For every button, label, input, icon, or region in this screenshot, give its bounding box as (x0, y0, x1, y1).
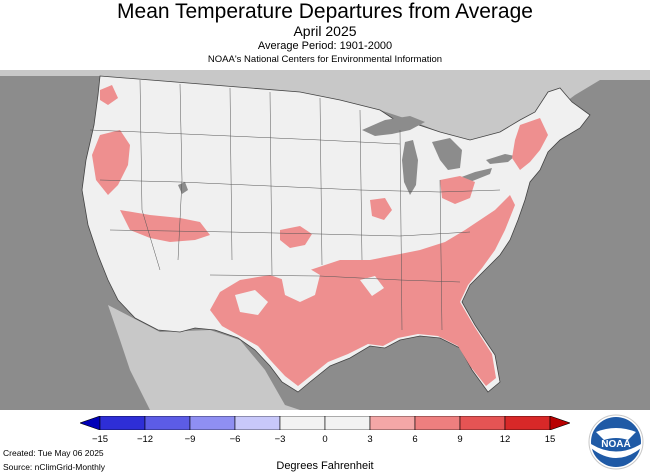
created-date: Created: Tue May 06 2025 (3, 448, 104, 458)
legend-tick-label: 3 (367, 434, 373, 445)
canada-land (0, 70, 650, 140)
agency-name: NOAA's National Centers for Environmenta… (207, 54, 443, 65)
noaa-logo-text: NOAA (601, 439, 630, 450)
legend-bin (324, 416, 371, 430)
temperature-map (0, 70, 650, 410)
legend-tick-label: −6 (229, 434, 241, 445)
legend-tick-label: −9 (184, 434, 196, 445)
lake-superior (362, 116, 425, 136)
legend-bin (504, 416, 551, 430)
legend-bin (414, 416, 461, 430)
near-normal-patches (235, 266, 384, 315)
legend-tick-label: 15 (544, 434, 556, 445)
map-subtitle: April 2025 (293, 23, 357, 39)
mexico-land (108, 305, 300, 410)
lake-huron (432, 138, 462, 170)
legend-bin (144, 416, 191, 430)
data-source: Source: nClimGrid-Monthly (3, 462, 106, 472)
legend-bin (189, 416, 236, 430)
noaa-logo: NOAA (588, 414, 644, 470)
legend-tick-label: 6 (412, 434, 418, 445)
legend-tick-label: 0 (322, 434, 328, 445)
legend-bin-arrow-right (549, 416, 570, 430)
legend-bin-arrow-left (80, 416, 101, 430)
legend-tick-label: −12 (136, 434, 154, 445)
map-title: Mean Temperature Departures from Average (117, 0, 533, 23)
legend-tick-label: −3 (274, 434, 286, 445)
legend-bin (234, 416, 281, 430)
us-map-svg (0, 70, 650, 410)
legend-bin (279, 416, 326, 430)
lake-ontario (486, 154, 515, 164)
legend-tick-label: −15 (91, 434, 109, 445)
state-boundaries (89, 79, 501, 331)
legend-color-bar (80, 416, 570, 430)
lake-michigan (402, 140, 418, 195)
average-period: Average Period: 1901-2000 (257, 40, 393, 52)
legend-bin (99, 416, 146, 430)
legend-bin (459, 416, 506, 430)
legend-units: Degrees Fahrenheit (276, 460, 374, 472)
legend-tick-label: 12 (499, 434, 511, 445)
great-salt-lake (178, 182, 188, 194)
legend-bin (369, 416, 416, 430)
legend-tick-label: 9 (457, 434, 463, 445)
warm-anomaly-areas (92, 85, 548, 386)
